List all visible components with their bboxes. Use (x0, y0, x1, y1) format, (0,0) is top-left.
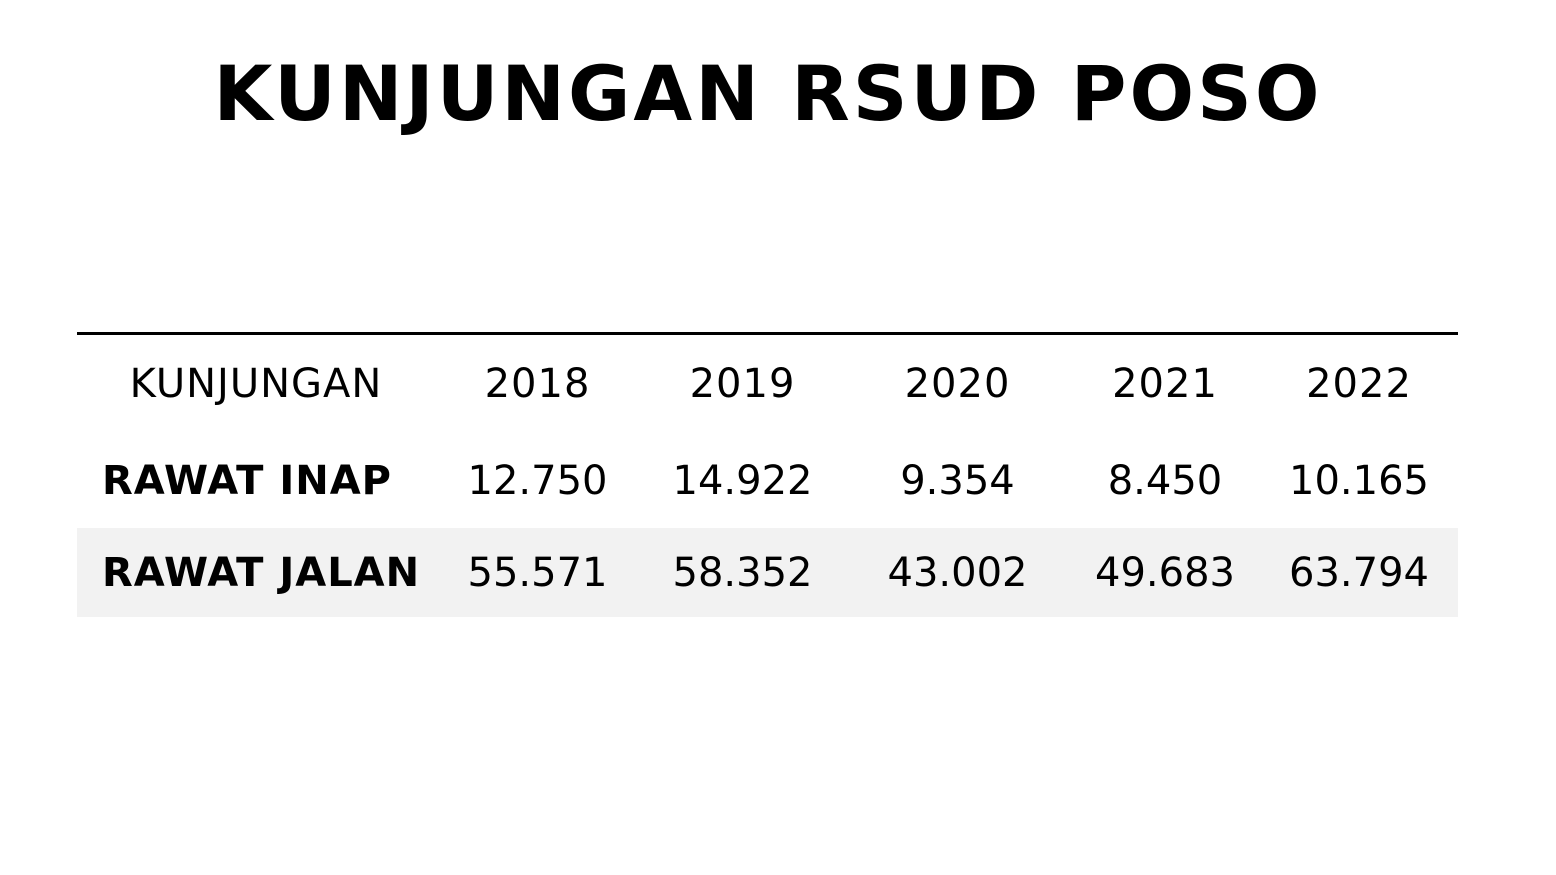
row-label-rawat-jalan: RAWAT JALAN (77, 528, 435, 617)
column-header-kunjungan: KUNJUNGAN (129, 361, 383, 407)
column-header-2022: 2022 (1306, 361, 1412, 407)
page-title: KUNJUNGAN RSUD POSO (213, 49, 1323, 138)
column-header-2018: 2018 (484, 361, 591, 407)
cell-rawat-inap-2018: 12.750 (467, 457, 608, 504)
table-row-rawat-jalan: RAWAT JALAN 55.571 58.352 43.002 49.683 … (77, 528, 1458, 617)
cell-rawat-jalan-2021: 49.683 (1070, 528, 1260, 617)
cell-rawat-jalan-2019: 58.352 (640, 528, 845, 617)
visits-table: KUNJUNGAN 2018 2019 2020 2021 2022 RAWAT… (77, 335, 1458, 617)
visits-table-container: KUNJUNGAN 2018 2019 2020 2021 2022 RAWAT… (77, 332, 1458, 617)
column-header-2019: 2019 (689, 361, 796, 407)
cell-rawat-jalan-2020: 43.002 (845, 528, 1070, 617)
row-label-rawat-inap: RAWAT INAP (102, 457, 392, 504)
table-top-rule (77, 332, 1458, 335)
table-row-rawat-inap: RAWAT INAP 12.750 14.922 9.354 8.450 10.… (77, 433, 1458, 528)
cell-rawat-jalan-2018: 55.571 (435, 528, 640, 617)
cell-rawat-jalan-2022: 63.794 (1260, 528, 1458, 617)
cell-rawat-inap-2021: 8.450 (1107, 457, 1223, 504)
cell-rawat-inap-2020: 9.354 (900, 457, 1015, 504)
column-header-2021: 2021 (1112, 361, 1218, 407)
cell-rawat-inap-2022: 10.165 (1289, 457, 1429, 504)
column-header-2020: 2020 (904, 361, 1011, 407)
table-header-row: KUNJUNGAN 2018 2019 2020 2021 2022 (77, 335, 1458, 433)
cell-rawat-inap-2019: 14.922 (672, 457, 813, 504)
